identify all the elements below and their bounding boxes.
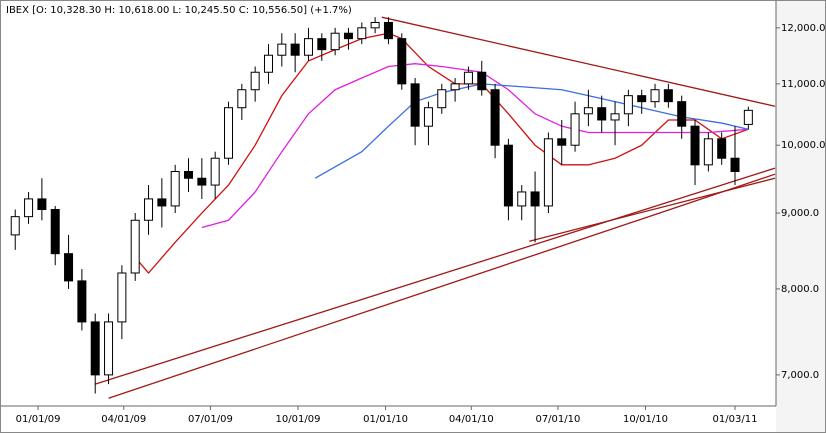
candle-body [730,157,740,173]
candle-body [64,253,74,282]
x-tick-label: 04/01/09 [101,414,146,425]
y-tick-label: 12,000.0 [781,23,826,34]
candle-body [370,21,380,29]
candle-body [37,198,47,210]
candle-body [463,71,473,85]
candle-body [517,191,527,207]
candle-body [357,27,367,40]
line-overlay [381,16,776,107]
candle-body [237,89,247,109]
x-tick-label: 01/01/10 [363,414,408,425]
candle-body [677,101,687,127]
candle-body [690,125,700,166]
candle-body [437,89,447,109]
candle-body [477,71,487,91]
candle-body [597,107,607,121]
candle-body [623,95,633,115]
x-tick-label: 07/01/09 [188,414,233,425]
candle-body [503,144,513,207]
candle-body [50,208,60,255]
y-tick-label: 8,000.0 [781,284,819,295]
candle-body [277,43,287,56]
candle-body [90,321,100,376]
line-overlay [134,32,749,274]
candle-body [104,321,114,376]
candle-body [303,38,313,56]
x-tick-label: 04/01/10 [449,414,494,425]
candle-body [717,138,727,159]
candle-body [130,219,140,274]
candle-body [10,216,20,236]
candle-body [24,198,34,218]
line-overlay [108,173,776,399]
y-tick-label: 11,000.0 [781,79,826,90]
chart-title: IBEX [O: 10,328.30 H: 10,618.00 L: 10,24… [6,5,352,16]
x-tick-label: 07/01/10 [535,414,580,425]
candle-body [144,198,154,221]
candle-body [543,138,553,207]
candle-body [210,157,220,186]
y-tick-label: 7,000.0 [781,370,819,381]
candle-body [703,138,713,166]
x-tick-label: 10/01/09 [276,414,321,425]
candle-body [330,32,340,51]
candle-body [530,191,540,207]
y-tick-label: 9,000.0 [781,208,819,219]
candle-body [557,138,567,146]
candle-body [224,107,234,159]
candle-body [250,71,260,91]
line-overlay [95,167,776,385]
candle-body [410,83,420,127]
candle-body [743,109,753,125]
line-overlay [201,63,749,229]
candle-body [263,54,273,73]
candle-body [583,107,593,115]
line-overlay [529,177,776,242]
candle-body [290,43,300,56]
candle-body [197,177,207,186]
x-tick-label: 10/01/10 [623,414,668,425]
candle-body [317,38,327,51]
candle-body [637,95,647,103]
candle-body [184,171,194,179]
y-tick-label: 10,000.0 [781,140,826,151]
candle-body [397,38,407,85]
candle-body [450,83,460,91]
candle-body [650,89,660,103]
candle-body [170,171,180,207]
candle-body [570,113,580,146]
x-tick-label: 01/01/09 [16,414,61,425]
candle-body [77,280,87,323]
candle-body [490,89,500,146]
candle-body [423,107,433,127]
candle-body [117,272,127,323]
candle-body [343,32,353,40]
x-tick-label: 01/03/11 [713,414,758,425]
candle-body [663,89,673,103]
candle-body [383,21,393,40]
candle-body [157,198,167,207]
y-axis-panel [776,1,825,432]
candle-body [610,113,620,121]
